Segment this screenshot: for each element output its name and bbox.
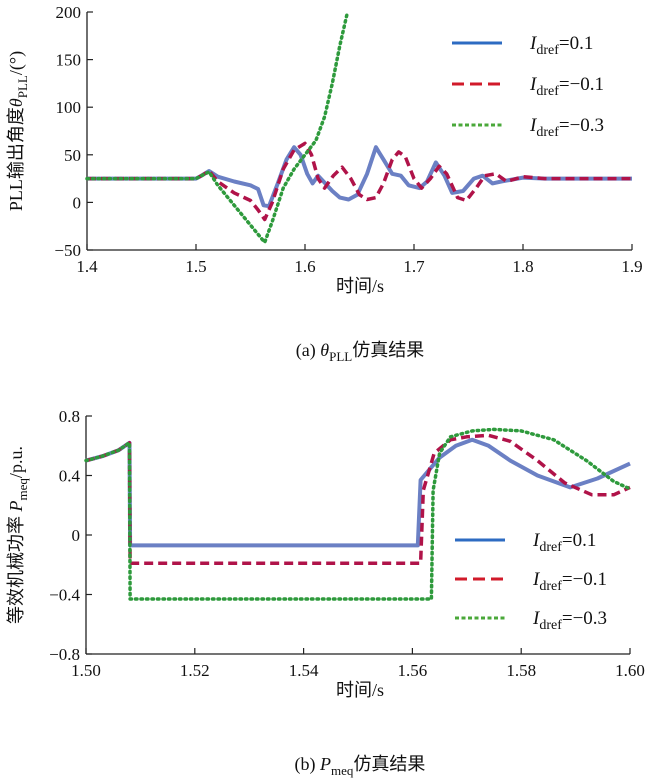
legend-symbol: I bbox=[529, 74, 538, 95]
chart-a: 1.4 1.5 1.6 1.7 1.8 1.9−50050100150200Idref=0… bbox=[6, 3, 643, 364]
legend-value: =0.1 bbox=[559, 33, 593, 54]
series-line-0 bbox=[85, 437, 631, 548]
y-tick-label: 0.8 bbox=[59, 407, 80, 426]
legend-label-1: Idref=−0.1 bbox=[529, 74, 604, 99]
y-tick-label: 0 bbox=[72, 526, 81, 545]
y-tick-label: 150 bbox=[56, 51, 82, 70]
y-tick-label: 100 bbox=[56, 98, 82, 117]
chart-caption: (b) Pmeq仿真结果 bbox=[295, 754, 426, 778]
x-tick-label: 1.9 bbox=[621, 257, 642, 276]
y-tick-label: 0.4 bbox=[59, 467, 81, 486]
x-tick-label: 1.6 bbox=[294, 257, 315, 276]
legend-symbol: I bbox=[529, 33, 538, 54]
legend-symbol: I bbox=[532, 569, 541, 590]
legend-subscript: dref bbox=[536, 43, 559, 58]
legend-label-0: Idref=0.1 bbox=[529, 33, 593, 58]
x-tick-label: 1.50 bbox=[71, 661, 101, 680]
legend-symbol: I bbox=[529, 115, 538, 136]
x-tick-label: 1.5 bbox=[185, 257, 206, 276]
y-axis-label: PLL输出角度θPLL/(°) bbox=[6, 51, 30, 211]
series-line-2 bbox=[85, 10, 350, 245]
y-tick-label: 0 bbox=[73, 193, 82, 212]
legend-subscript: dref bbox=[536, 125, 559, 140]
x-axis-label: 时间/s bbox=[336, 680, 384, 700]
legend-label-0: Idref=0.1 bbox=[532, 530, 596, 555]
y-tick-label: −0.8 bbox=[49, 645, 80, 664]
chart-caption: (a) θPLL仿真结果 bbox=[296, 340, 424, 364]
series-line-0 bbox=[87, 145, 632, 209]
y-tick-label: −50 bbox=[54, 241, 81, 260]
y-tick-label: 50 bbox=[64, 146, 81, 165]
y-axis-label: 等效机械功率 Pmeq/p.u. bbox=[6, 446, 30, 624]
series-line-2 bbox=[84, 427, 632, 601]
legend-value: =−0.3 bbox=[559, 115, 604, 136]
x-tick-label: 1.52 bbox=[180, 661, 210, 680]
y-tick-label: 200 bbox=[56, 3, 82, 22]
legend-label-2: Idref=−0.3 bbox=[532, 608, 607, 633]
legend-label-2: Idref=−0.3 bbox=[529, 115, 604, 140]
legend-subscript: dref bbox=[539, 540, 562, 555]
legend-value: =0.1 bbox=[562, 530, 596, 551]
legend-symbol: I bbox=[532, 530, 541, 551]
legend-symbol: I bbox=[532, 608, 541, 629]
x-tick-label: 1.54 bbox=[289, 661, 319, 680]
legend-subscript: dref bbox=[536, 84, 559, 99]
legend-subscript: dref bbox=[539, 579, 562, 594]
legend-label-1: Idref=−0.1 bbox=[532, 569, 607, 594]
x-tick-label: 1.56 bbox=[398, 661, 428, 680]
series-line-1 bbox=[87, 141, 632, 222]
legend-value: =−0.1 bbox=[562, 569, 607, 590]
chart-b: 1.50 1.52 1.54 1.56 1.58 1.60 −0.8 −0.4 0 0.4 0.8 I… bbox=[6, 407, 645, 778]
x-tick-label: 1.8 bbox=[512, 257, 533, 276]
x-tick-label: 1.60 bbox=[615, 661, 645, 680]
x-tick-label: 1.7 bbox=[403, 257, 425, 276]
x-tick-label: 1.4 bbox=[76, 257, 98, 276]
x-tick-label: 1.58 bbox=[506, 661, 536, 680]
legend-value: =−0.3 bbox=[562, 608, 607, 629]
x-axis-label: 时间/s bbox=[336, 276, 384, 296]
legend-subscript: dref bbox=[539, 618, 562, 633]
y-tick-label: −0.4 bbox=[49, 586, 80, 605]
legend-value: =−0.1 bbox=[559, 74, 604, 95]
